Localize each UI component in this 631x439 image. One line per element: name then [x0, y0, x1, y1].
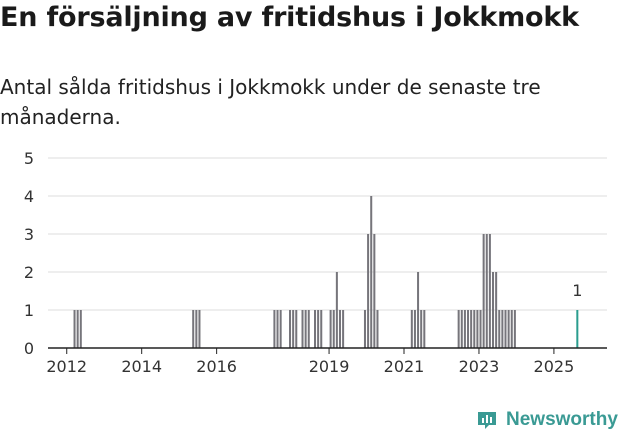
- y-tick-label: 5: [24, 149, 34, 168]
- y-axis-labels: 0 1 2 3 4 5: [24, 149, 34, 358]
- bar: [476, 310, 479, 348]
- bar: [76, 310, 79, 348]
- bar: [329, 310, 332, 348]
- bar: [420, 310, 423, 348]
- bar: [332, 310, 335, 348]
- chart-subtitle: Antal sålda fritidshus i Jokkmokk under …: [0, 75, 541, 129]
- bar: [276, 310, 279, 348]
- bar-chart: 0 1 2 3 4 5 2012 2014 2016 2019 2021 2023 2025 1: [24, 149, 607, 376]
- y-tick-label: 3: [24, 225, 34, 244]
- y-tick-label: 4: [24, 187, 34, 206]
- annotations: 1: [572, 281, 582, 300]
- bar: [410, 310, 413, 348]
- bar: [192, 310, 195, 348]
- y-tick-label: 1: [24, 301, 34, 320]
- x-tick-label: 2019: [309, 357, 350, 376]
- chart-title: En försäljning av fritidshus i Jokkmokk: [0, 2, 579, 33]
- bar: [335, 272, 338, 348]
- bar: [492, 272, 495, 348]
- data-label: 1: [572, 281, 582, 300]
- bar: [482, 234, 485, 348]
- x-tick-label: 2023: [459, 357, 500, 376]
- bar: [463, 310, 466, 348]
- bar: [301, 310, 304, 348]
- bar: [314, 310, 317, 348]
- bar: [423, 310, 426, 348]
- bar: [510, 310, 513, 348]
- bar: [457, 310, 460, 348]
- bar: [467, 310, 470, 348]
- bar: [373, 234, 376, 348]
- bar: [273, 310, 276, 348]
- bar: [501, 310, 504, 348]
- bar: [279, 310, 282, 348]
- bar: [370, 196, 373, 348]
- bar: [195, 310, 198, 348]
- bar: [73, 310, 76, 348]
- y-tick-label: 0: [24, 339, 34, 358]
- bar: [307, 310, 310, 348]
- bar: [479, 310, 482, 348]
- bar: [376, 310, 379, 348]
- x-tick-label: 2012: [46, 357, 87, 376]
- newsworthy-brand: Newsworthy: [476, 409, 618, 431]
- bar: [289, 310, 292, 348]
- bars: [73, 196, 579, 348]
- bar: [460, 310, 463, 348]
- bar: [317, 310, 320, 348]
- x-tick-label: 2014: [121, 357, 162, 376]
- bar: [470, 310, 473, 348]
- bar: [504, 310, 507, 348]
- y-tick-label: 2: [24, 263, 34, 282]
- bar: [363, 310, 366, 348]
- bar: [320, 310, 323, 348]
- bar: [417, 272, 420, 348]
- bar: [342, 310, 345, 348]
- bar: [507, 310, 510, 348]
- bar: [338, 310, 341, 348]
- bar: [576, 310, 579, 348]
- bar: [473, 310, 476, 348]
- bar: [367, 234, 370, 348]
- bar: [485, 234, 488, 348]
- gridlines: [48, 157, 607, 311]
- x-tick-label: 2016: [196, 357, 237, 376]
- x-axis: 2012 2014 2016 2019 2021 2023 2025: [46, 347, 607, 376]
- x-tick-label: 2025: [534, 357, 575, 376]
- brand-name: Newsworthy: [506, 409, 618, 430]
- bar: [198, 310, 201, 348]
- bar: [513, 310, 516, 348]
- bar: [79, 310, 82, 348]
- bar: [304, 310, 307, 348]
- newsworthy-logo-icon: [478, 412, 496, 429]
- bar: [488, 234, 491, 348]
- bar: [495, 272, 498, 348]
- bar: [295, 310, 298, 348]
- bar: [292, 310, 295, 348]
- bar: [413, 310, 416, 348]
- x-tick-label: 2021: [384, 357, 425, 376]
- bar: [498, 310, 501, 348]
